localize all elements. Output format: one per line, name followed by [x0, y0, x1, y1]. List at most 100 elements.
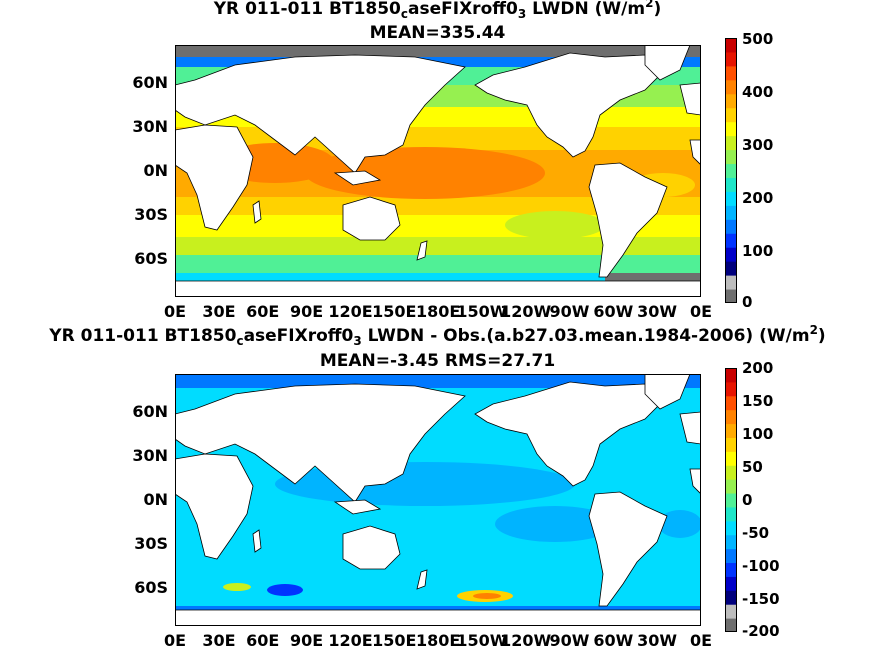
colorbar-label: 400 — [742, 83, 774, 101]
colorbar-swatch — [725, 451, 737, 466]
colorbar-swatch — [725, 604, 737, 619]
colorbar-swatch — [725, 247, 737, 262]
colorbar-swatch — [725, 479, 737, 494]
colorbar-swatch — [725, 493, 737, 508]
lon-label: 120E — [328, 302, 373, 321]
lon-label: 90W — [549, 302, 590, 321]
colorbar-swatch — [725, 205, 737, 220]
panel1-title-part: LWDN (W/m — [526, 0, 646, 19]
colorbar-swatch — [725, 261, 737, 276]
land-mass — [689, 139, 701, 166]
panel1-title-sub: c — [400, 7, 409, 21]
diff-band — [658, 510, 701, 538]
colorbar-swatch — [725, 534, 737, 550]
land-mass — [689, 468, 701, 495]
panel2-title-part: LWDN - Obs.(a.b27.03.mean.1984-2006) (W/… — [361, 326, 810, 346]
land-mass — [644, 45, 691, 81]
colorbar-swatch — [725, 163, 737, 178]
lon-label: 180E — [416, 302, 461, 321]
panel2-title-sup: 2 — [809, 323, 818, 337]
land-mass — [588, 491, 668, 607]
lat-label: 0N — [143, 490, 168, 509]
colorbar-swatch — [725, 395, 737, 411]
lwdn-band — [175, 45, 701, 57]
panel2-title-sub: 3 — [353, 334, 362, 348]
warm-pool — [305, 147, 545, 199]
land-mass — [175, 54, 466, 174]
lon-label: 0E — [164, 631, 187, 650]
land-mass — [679, 411, 701, 445]
colorbar-swatch — [725, 368, 737, 383]
lon-label: 0E — [690, 631, 713, 650]
colorbar-swatch — [725, 423, 737, 438]
land-mass — [175, 280, 701, 297]
colorbar-swatch — [725, 520, 737, 536]
panel1-title-sub: 3 — [517, 7, 527, 21]
land-mass — [175, 609, 701, 626]
land-mass — [679, 82, 701, 116]
cool-region — [505, 211, 605, 239]
colorbar-swatch — [725, 465, 737, 480]
land-mass — [175, 453, 254, 560]
land-mass — [342, 525, 401, 570]
colorbar-frame — [725, 38, 737, 303]
colorbar-swatch — [725, 437, 737, 452]
lon-label: 30W — [637, 302, 678, 321]
land-mass — [416, 569, 428, 590]
colorbar-swatch — [725, 576, 737, 591]
lon-label: 60E — [246, 302, 280, 321]
colorbar-swatch — [725, 38, 737, 53]
colorbar-swatch — [725, 51, 737, 67]
lon-label: 0E — [164, 302, 187, 321]
colorbar-label: -50 — [742, 524, 770, 542]
land-mass — [588, 162, 668, 278]
panel2-colorbar — [725, 368, 737, 632]
colorbar-label: -100 — [742, 557, 780, 575]
colorbar-label: 50 — [742, 458, 763, 476]
colorbar-label: 100 — [742, 242, 774, 260]
lat-label: 60S — [134, 578, 168, 597]
colorbar-swatch — [725, 135, 737, 151]
colorbar-swatch — [725, 409, 737, 425]
lon-label: 120W — [500, 631, 552, 650]
lon-label: 60E — [246, 631, 280, 650]
land-mass — [342, 196, 401, 241]
colorbar-label: 150 — [742, 392, 774, 410]
colorbar-frame — [725, 368, 737, 632]
colorbar-swatch — [725, 121, 737, 137]
colorbar-label: 0 — [742, 491, 753, 509]
panel1-subtitle: MEAN=335.44 — [369, 23, 506, 43]
panel2-title-sub: c — [236, 334, 244, 348]
colorbar-swatch — [725, 177, 737, 192]
panel1-title-sup: 2 — [645, 0, 654, 10]
land-mass — [252, 200, 262, 224]
lwdn-band — [175, 273, 701, 283]
panel2-title-part: ) — [817, 326, 826, 346]
lat-label: 30S — [134, 205, 168, 224]
lwdn-band — [175, 237, 701, 255]
colorbar-label: 300 — [742, 136, 774, 154]
panel2-title-part: aseFIXroff0 — [243, 326, 354, 346]
lat-label: 60S — [134, 249, 168, 268]
lon-label: 60W — [593, 302, 634, 321]
colorbar-swatch — [725, 562, 737, 577]
diff-cold — [267, 584, 303, 596]
colorbar-swatch — [725, 107, 737, 123]
lon-label: 120E — [328, 631, 373, 650]
colorbar-swatch — [725, 233, 737, 248]
panel2-map — [175, 374, 701, 626]
land-mass — [416, 240, 428, 261]
colorbar-swatch — [725, 590, 737, 605]
lwdn-band — [175, 255, 701, 273]
lon-label: 120W — [500, 302, 552, 321]
colorbar-label: 200 — [742, 189, 774, 207]
map-frame — [175, 45, 701, 297]
colorbar-label: 100 — [742, 425, 774, 443]
lon-label: 0E — [690, 302, 713, 321]
lon-label: 90W — [549, 631, 590, 650]
colorbar-swatch — [725, 381, 737, 397]
colorbar-swatch — [725, 289, 737, 303]
colorbar-label: -200 — [742, 622, 780, 640]
colorbar-swatch — [725, 506, 737, 522]
land-mass — [252, 529, 262, 553]
